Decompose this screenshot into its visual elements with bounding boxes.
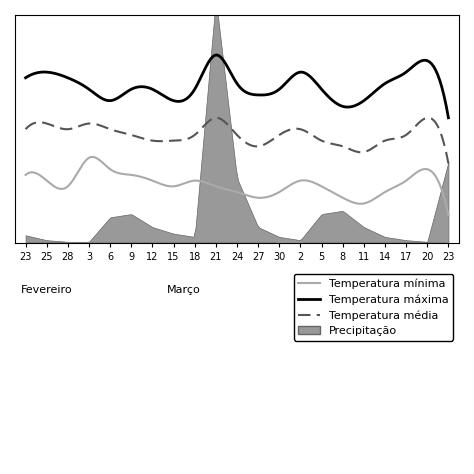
Temperatura máxima <box>23 75 28 81</box>
Text: Abril: Abril <box>362 285 387 295</box>
Temperatura máxima <box>136 84 141 90</box>
Temperatura mínima <box>48 182 54 187</box>
Temperatura mínima <box>23 172 28 178</box>
Temperatura máxima <box>214 52 219 58</box>
Temperatura média <box>101 124 107 130</box>
Temperatura mínima <box>89 154 94 160</box>
Temperatura máxima <box>101 97 107 102</box>
Temperatura máxima <box>427 59 432 64</box>
Temperatura mínima <box>446 212 451 218</box>
Temperatura média <box>411 125 417 130</box>
Line: Temperatura média: Temperatura média <box>26 118 448 164</box>
Line: Temperatura máxima: Temperatura máxima <box>26 55 448 118</box>
Temperatura máxima <box>411 63 417 68</box>
Temperatura média <box>136 134 141 140</box>
Legend: Temperatura mínima, Temperatura máxima, Temperatura média, Precipitação: Temperatura mínima, Temperatura máxima, … <box>294 273 454 341</box>
Temperatura máxima <box>40 69 46 75</box>
Temperatura média <box>214 115 219 121</box>
Temperatura mínima <box>137 174 143 180</box>
Temperatura mínima <box>411 171 417 177</box>
Text: Março: Março <box>167 285 201 295</box>
Temperatura média <box>427 115 432 121</box>
Temperatura média <box>23 127 28 132</box>
Line: Temperatura mínima: Temperatura mínima <box>26 157 448 215</box>
Temperatura mínima <box>427 167 432 173</box>
Temperatura mínima <box>103 163 109 169</box>
Text: Fevereiro: Fevereiro <box>21 285 73 295</box>
Temperatura máxima <box>48 70 54 75</box>
Temperatura mínima <box>40 174 46 180</box>
Temperatura máxima <box>446 115 451 121</box>
Temperatura média <box>48 122 54 128</box>
Temperatura média <box>446 161 451 166</box>
Temperatura média <box>40 120 46 126</box>
